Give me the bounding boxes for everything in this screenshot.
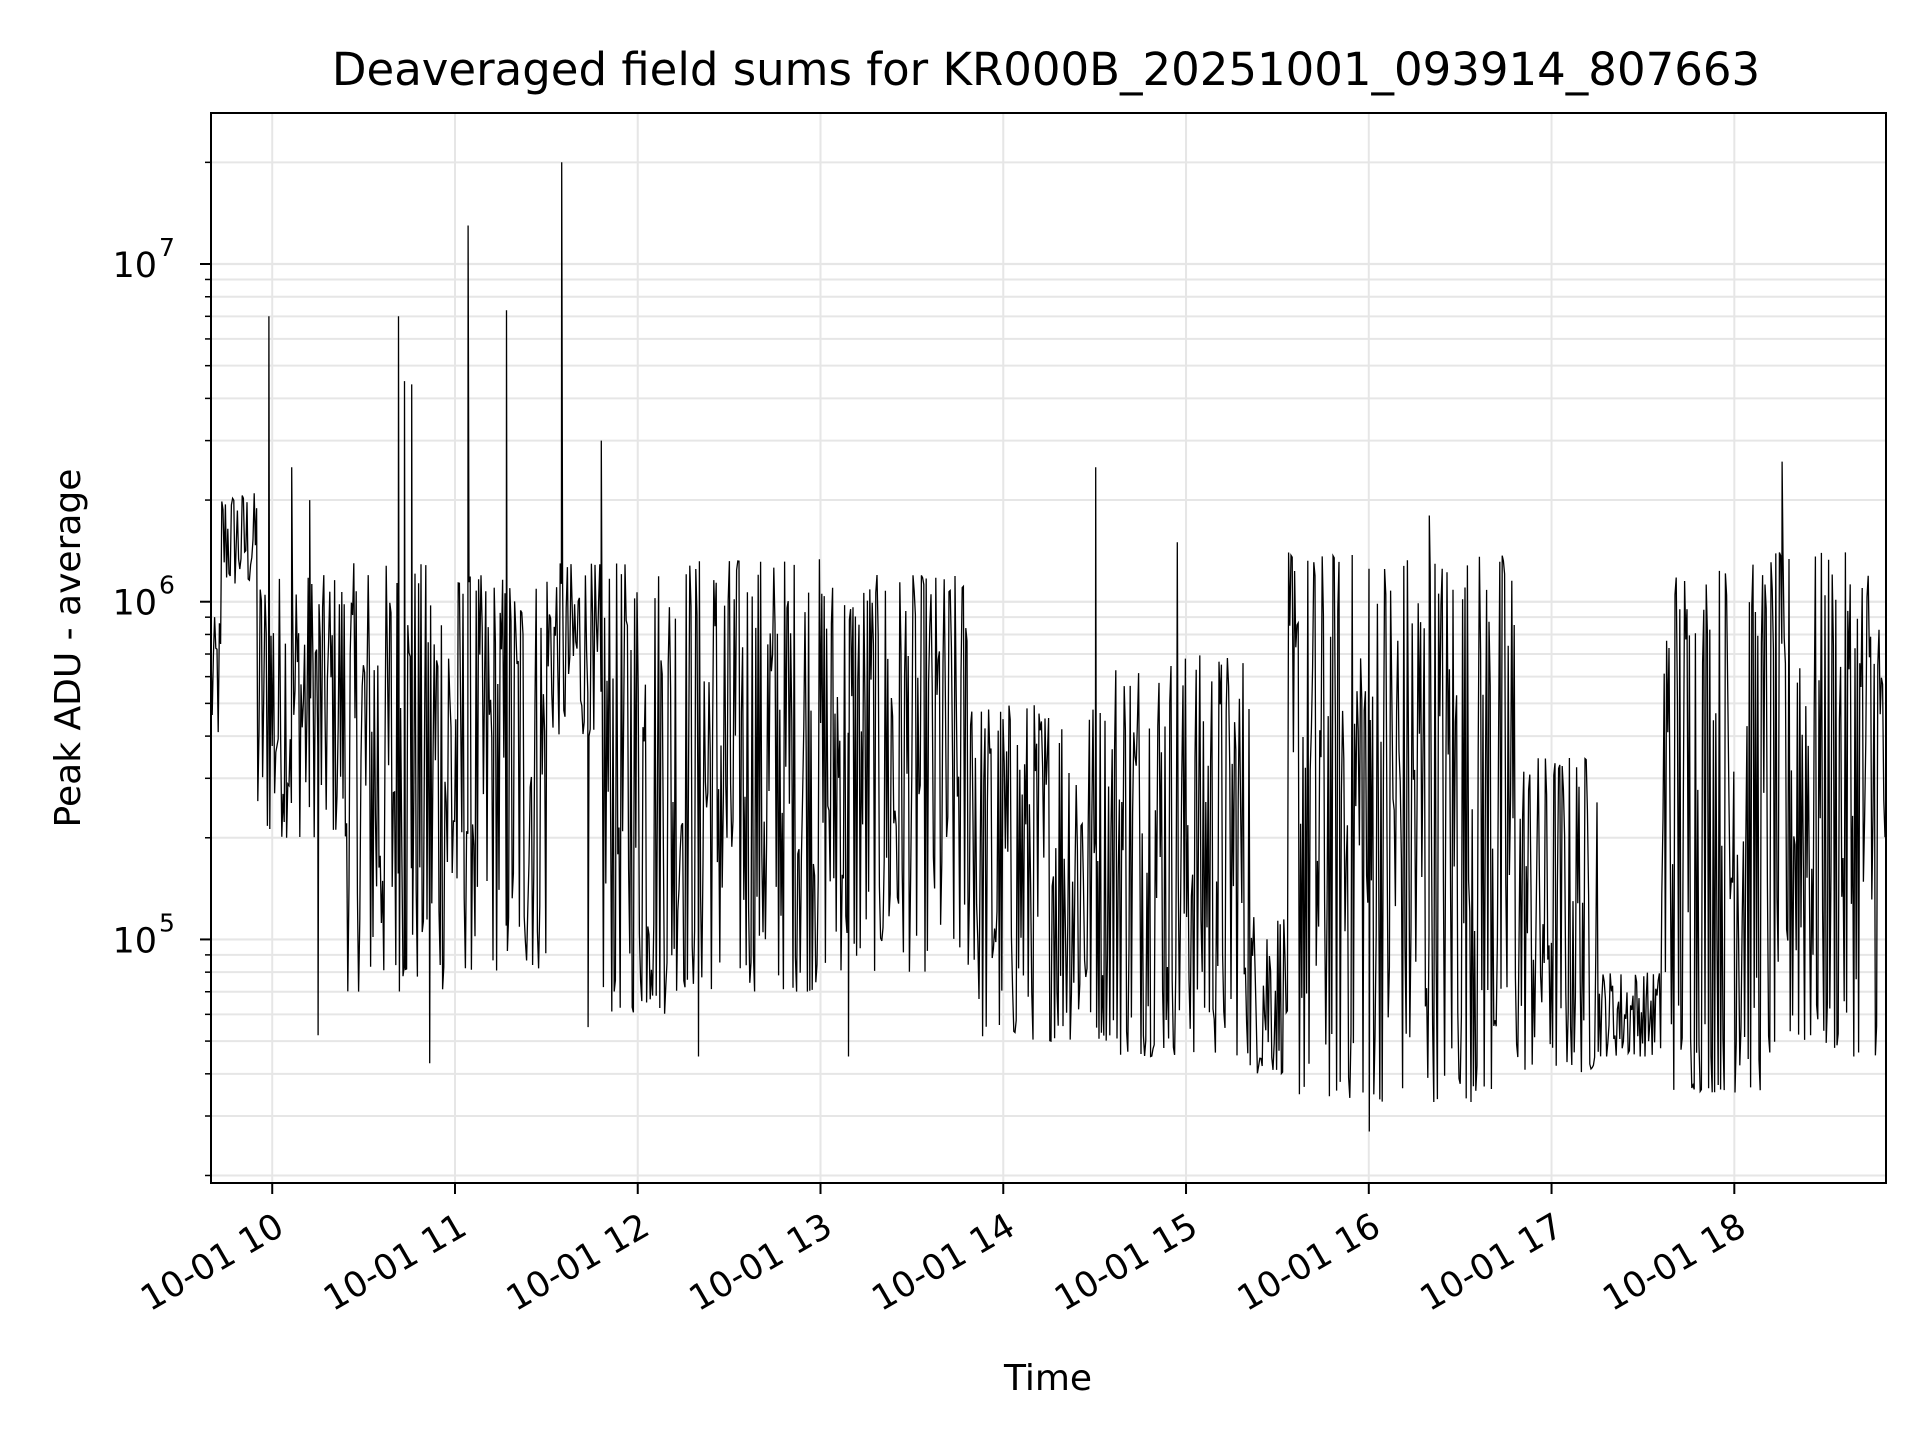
- y-tick-label-base: 10: [112, 584, 157, 624]
- series-path: [210, 162, 1886, 1132]
- y-tick-label: 10 5: [112, 908, 174, 961]
- y-axis-label: Peak ADU - average: [48, 469, 89, 828]
- y-tick-label: 10 7: [112, 233, 174, 286]
- y-tick-label: 10 6: [112, 571, 174, 624]
- plot-background: [211, 113, 1886, 1183]
- y-tick-label-exponent: 6: [159, 571, 175, 600]
- y-tick-label-exponent: 5: [159, 908, 175, 937]
- y-tick-label-base: 10: [112, 246, 157, 286]
- y-tick-label-base: 10: [112, 921, 157, 961]
- plot-frame: [210, 112, 1887, 1184]
- x-axis-label: Time: [1003, 1358, 1092, 1399]
- y-tick-label-exponent: 7: [159, 233, 175, 262]
- chart-title: Deaveraged field sums for KR000B_2025100…: [332, 43, 1760, 96]
- series-line: [210, 162, 1886, 1132]
